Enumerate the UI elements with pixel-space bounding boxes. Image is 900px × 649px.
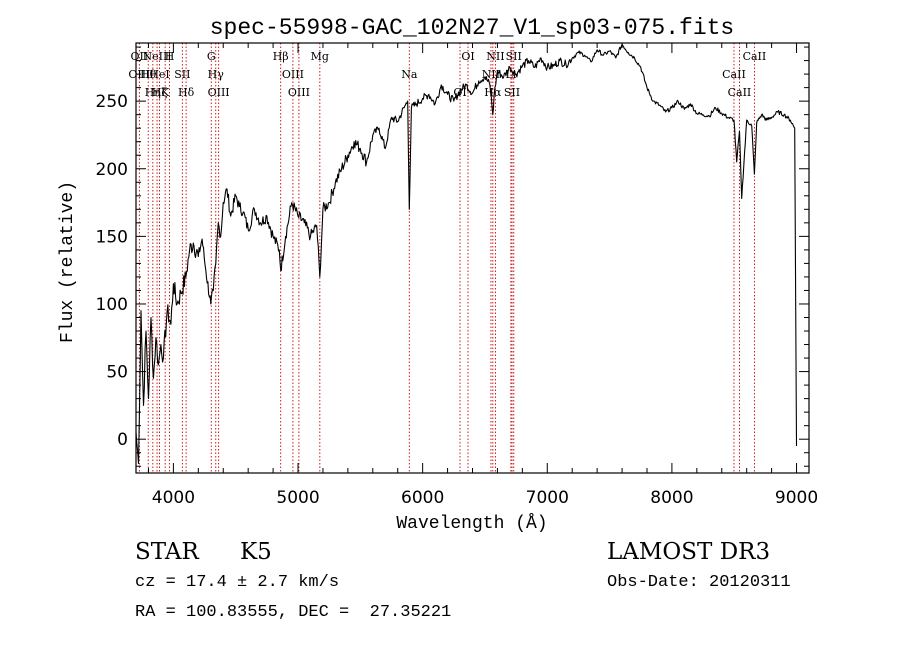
y-tick-label: 0	[117, 430, 128, 450]
spectral-line-labels: OII OIII Hθ Hη NeIII HeI HζK H SII Hδ G Hγ OIII Hβ OII…	[128, 50, 766, 99]
y-tick-label: 150	[96, 227, 128, 247]
axis-ticks	[136, 43, 809, 473]
line-label: Hζ	[152, 86, 168, 99]
line-label: Hθ	[140, 68, 157, 81]
y-tick-label: 100	[96, 295, 128, 315]
line-label: CaII	[728, 86, 752, 99]
axis-tick-labels: 4000 5000 6000 7000 8000 9000 0 50 100 150 200 250	[96, 92, 819, 508]
y-tick-label: 200	[96, 160, 128, 180]
line-label: OIII	[282, 68, 304, 81]
spectrum-series-line	[135, 43, 798, 465]
line-label: OIII	[208, 86, 230, 99]
line-label: CaII	[722, 68, 746, 81]
line-label: Hγ	[208, 68, 225, 81]
line-label: Na	[401, 68, 418, 81]
x-tick-label: 9000	[775, 488, 818, 508]
y-tick-label: 250	[96, 92, 128, 112]
line-label: Hδ	[178, 86, 195, 99]
line-label: K	[161, 86, 170, 99]
line-label: HeI	[149, 68, 169, 81]
line-label: H	[165, 50, 175, 63]
y-axis-label: Flux (relative)	[58, 181, 78, 343]
object-subclass: K5	[240, 539, 272, 565]
line-label: CaII	[743, 50, 767, 63]
line-label: Hα	[484, 86, 502, 99]
line-label: OII	[131, 50, 149, 63]
x-axis-label: Wavelength (Å)	[396, 513, 547, 534]
x-tick-label: 5000	[276, 488, 319, 508]
x-tick-label: 6000	[401, 488, 444, 508]
coordinates: RA = 100.83555, DEC = 27.35221	[135, 603, 452, 622]
line-label: SII	[174, 68, 190, 81]
line-label: NeIII	[142, 50, 171, 63]
x-tick-label: 4000	[152, 488, 195, 508]
line-label: OIII	[288, 86, 310, 99]
line-label: Hη	[145, 86, 161, 99]
y-tick-label: 50	[106, 363, 128, 383]
x-tick-label: 8000	[650, 488, 693, 508]
line-label: Li	[505, 68, 516, 81]
line-label: OI	[461, 50, 474, 63]
plot-frame	[135, 42, 810, 474]
object-class: STAR	[135, 539, 199, 565]
redshift-cz: cz = 17.4 ± 2.7 km/s	[135, 573, 340, 592]
spectral-line-markers	[138, 43, 755, 473]
survey-name: LAMOST DR3	[607, 539, 771, 565]
line-label: Hβ	[273, 50, 289, 63]
line-label: NII	[486, 50, 504, 63]
line-label: Mg	[311, 50, 329, 63]
line-label: SII	[506, 50, 522, 63]
chart-title: spec-55998-GAC_102N27_V1_sp03-075.fits	[210, 15, 735, 41]
x-tick-label: 7000	[526, 488, 569, 508]
observation-date: Obs-Date: 20120311	[607, 573, 791, 592]
line-label: SII	[504, 86, 520, 99]
line-label: G	[207, 50, 216, 63]
